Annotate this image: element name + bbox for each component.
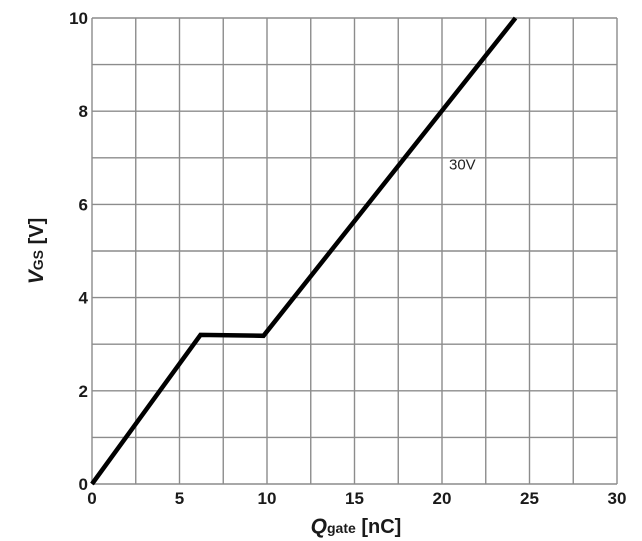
- curve-annotation-label: 30V: [449, 156, 476, 173]
- tick-labels: 0 5 10 15 20 25 30 0 2 4 6 8 10: [69, 9, 626, 508]
- y-tick-label: 4: [79, 289, 89, 308]
- x-tick-label: 30: [608, 489, 627, 508]
- y-tick-label: 6: [79, 195, 88, 214]
- x-tick-label: 0: [87, 489, 96, 508]
- y-axis-title: VGS [V]: [25, 218, 48, 284]
- x-axis-title: Qgate [nC]: [311, 515, 402, 538]
- y-tick-label: 8: [79, 102, 88, 121]
- annotations: 30V: [449, 156, 476, 173]
- y-tick-label: 10: [69, 9, 88, 28]
- series-line: [90, 16, 518, 486]
- x-tick-label: 10: [258, 489, 277, 508]
- y-tick-label: 2: [79, 382, 88, 401]
- y-tick-label: 0: [79, 475, 88, 494]
- x-tick-label: 15: [345, 489, 364, 508]
- series-group: [90, 16, 518, 486]
- x-tick-label: 5: [175, 489, 184, 508]
- grid: [91, 17, 618, 485]
- x-tick-label: 25: [520, 489, 539, 508]
- x-tick-label: 20: [433, 489, 452, 508]
